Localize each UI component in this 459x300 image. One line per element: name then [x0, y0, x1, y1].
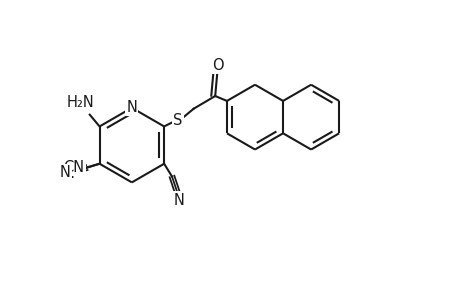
- Text: S: S: [173, 113, 182, 128]
- Text: CN: CN: [63, 160, 84, 175]
- Text: N: N: [60, 165, 71, 180]
- Text: N: N: [173, 193, 184, 208]
- Text: N: N: [63, 166, 74, 181]
- Text: H₂N: H₂N: [67, 95, 95, 110]
- Text: N: N: [126, 100, 137, 115]
- Text: O: O: [212, 58, 224, 73]
